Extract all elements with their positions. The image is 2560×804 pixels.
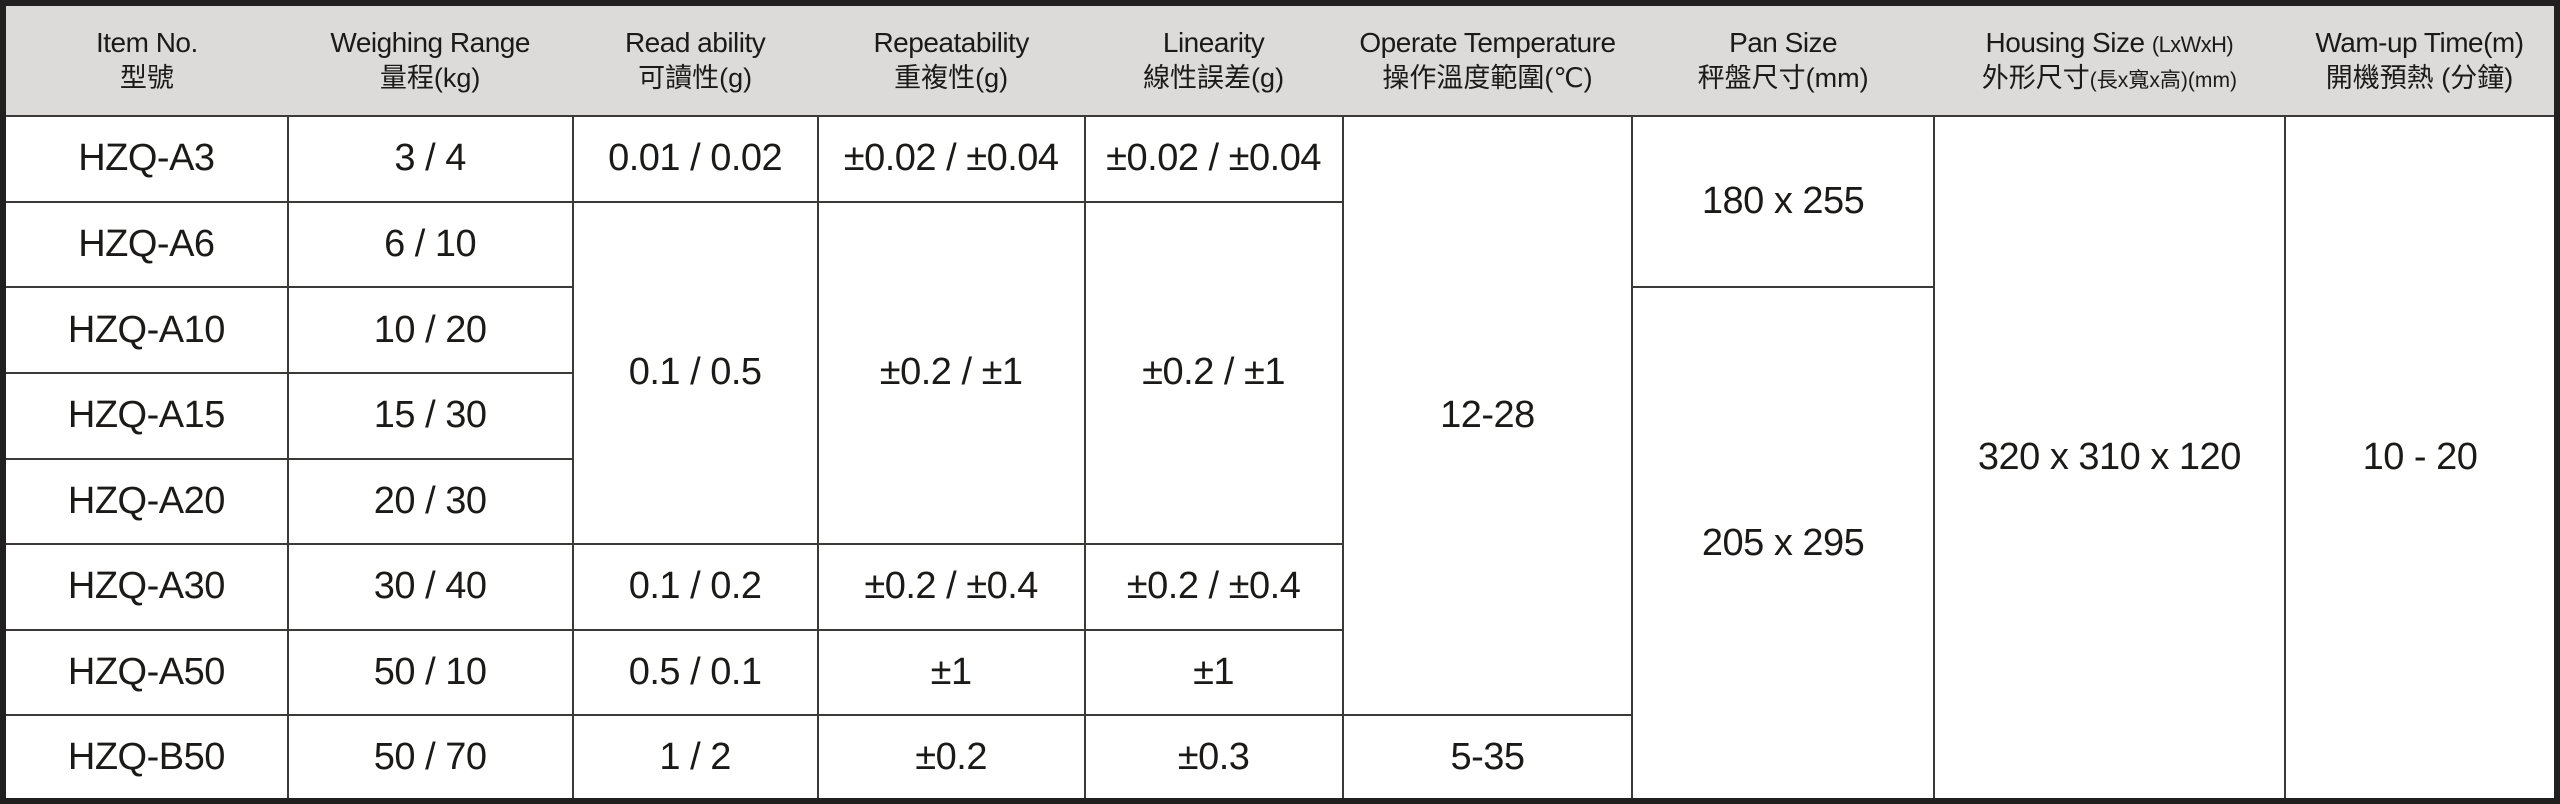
col-header-en-note: (LxWxH) — [2151, 31, 2234, 57]
col-header-zh: 線性誤差(g) — [1143, 63, 1285, 94]
weighing-range-cell: 15 / 30 — [286, 371, 574, 460]
item-no-cell: HZQ-A30 — [2, 543, 289, 631]
housing-size-cell: 320 x 310 x 120 — [1932, 115, 2286, 802]
pan-size-cell: 205 x 295 — [1631, 286, 1935, 802]
weighing-range-cell: 20 / 30 — [286, 457, 574, 546]
col-header-zh: 操作溫度範圍(℃) — [1382, 63, 1593, 94]
col-header-zh-note: (長x寬x高)(mm) — [2089, 69, 2238, 93]
readability-cell: 0.01 / 0.02 — [571, 115, 819, 203]
weighing-range-cell: 6 / 10 — [286, 200, 574, 289]
col-header-zh: 開機預熱 (分鐘) — [2325, 63, 2514, 94]
col-header-zh: 量程(kg) — [379, 63, 481, 94]
col-header-zh: 重複性(g) — [894, 63, 1009, 94]
col-header-en: Wam-up Time(m) — [2315, 26, 2524, 58]
repeatability-cell: ±0.02 / ±0.04 — [816, 115, 1086, 203]
repeatability-cell: ±1 — [816, 628, 1086, 717]
col-header-operate-temperature: Operate Temperature 操作溫度範圍(℃) — [1342, 3, 1633, 116]
col-header-housing-size: Housing Size (LxWxH) 外形尺寸(長x寬x高)(mm) — [1933, 3, 2285, 116]
temperature-cell: 5-35 — [1341, 714, 1634, 802]
col-header-zh: 型號 — [119, 63, 174, 94]
table-row: HZQ-B50 50 / 70 1 / 2 ±0.2 ±0.3 5-35 — [2, 714, 2557, 802]
weighing-range-cell: 50 / 70 — [286, 714, 574, 802]
col-header-en: Item No. — [95, 26, 198, 58]
col-header-en: Operate Temperature — [1359, 26, 1616, 58]
table-row: HZQ-A6 6 / 10 0.1 / 0.5 ±0.2 / ±1 ±0.2 /… — [2, 200, 2557, 546]
col-header-repeatability: Repeatability 重複性(g) — [817, 3, 1085, 116]
col-header-zh: 外形尺寸(長x寬x高)(mm) — [1981, 63, 2238, 94]
table-row: HZQ-A20 20 / 30 — [2, 457, 2557, 546]
item-no-cell: HZQ-A15 — [2, 371, 289, 460]
col-header-en: Read ability — [624, 26, 766, 58]
temperature-cell: 12-28 — [1341, 114, 1634, 717]
col-header-readability: Read ability 可讀性(g) — [572, 3, 818, 116]
col-header-item-no: Item No. 型號 — [3, 3, 288, 116]
item-no-cell: HZQ-A20 — [2, 457, 289, 546]
header-row: Item No. 型號 Weighing Range 量程(kg) Read a… — [3, 3, 2557, 116]
readability-cell: 0.1 / 0.2 — [571, 543, 819, 631]
col-header-en: Pan Size — [1729, 26, 1838, 58]
linearity-cell: ±0.02 / ±0.04 — [1083, 115, 1344, 203]
linearity-cell: ±0.2 / ±1 — [1083, 200, 1344, 546]
item-no-cell: HZQ-A10 — [2, 286, 289, 374]
col-header-weighing-range: Weighing Range 量程(kg) — [287, 3, 573, 116]
repeatability-cell: ±0.2 — [816, 714, 1086, 802]
item-no-cell: HZQ-A50 — [2, 628, 289, 717]
repeatability-cell: ±0.2 / ±0.4 — [816, 543, 1086, 631]
readability-cell: 1 / 2 — [571, 714, 819, 802]
col-header-en: Weighing Range — [330, 26, 530, 58]
weighing-range-cell: 3 / 4 — [286, 115, 574, 203]
col-header-en: Housing Size (LxWxH) — [1985, 26, 2234, 58]
table-row: HZQ-A30 30 / 40 0.1 / 0.2 ±0.2 / ±0.4 ±0… — [2, 543, 2557, 631]
item-no-cell: HZQ-B50 — [2, 714, 289, 802]
readability-cell: 0.5 / 0.1 — [571, 628, 819, 717]
col-header-zh: 可讀性(g) — [638, 63, 753, 94]
col-header-en: Repeatability — [873, 26, 1029, 58]
item-no-cell: HZQ-A3 — [2, 115, 289, 203]
weighing-range-cell: 30 / 40 — [286, 543, 574, 631]
col-header-linearity: Linearity 線性誤差(g) — [1084, 3, 1343, 116]
weighing-range-cell: 10 / 20 — [286, 286, 574, 374]
linearity-cell: ±0.2 / ±0.4 — [1083, 543, 1344, 631]
col-header-pan-size: Pan Size 秤盤尺寸(mm) — [1632, 3, 1934, 116]
table-row: HZQ-A10 10 / 20 205 x 295 — [2, 286, 2557, 802]
warmup-time-cell: 10 - 20 — [2283, 115, 2559, 802]
linearity-cell: ±1 — [1083, 628, 1344, 717]
table-row: HZQ-A3 3 / 4 0.01 / 0.02 ±0.02 / ±0.04 ±… — [2, 114, 2559, 802]
table-row: HZQ-A15 15 / 30 — [2, 371, 2557, 460]
item-no-cell: HZQ-A6 — [2, 200, 289, 289]
col-header-warmup-time: Wam-up Time(m) 開機預熱 (分鐘) — [2284, 3, 2557, 116]
col-header-zh: 秤盤尺寸(mm) — [1697, 63, 1869, 94]
readability-cell: 0.1 / 0.5 — [571, 200, 819, 546]
repeatability-cell: ±0.2 / ±1 — [816, 200, 1086, 546]
linearity-cell: ±0.3 — [1083, 714, 1344, 802]
table-row: HZQ-A50 50 / 10 0.5 / 0.1 ±1 ±1 — [2, 628, 2557, 717]
col-header-en: Linearity — [1162, 26, 1265, 58]
weighing-range-cell: 50 / 10 — [286, 628, 574, 717]
pan-size-cell: 180 x 255 — [1631, 114, 1935, 289]
